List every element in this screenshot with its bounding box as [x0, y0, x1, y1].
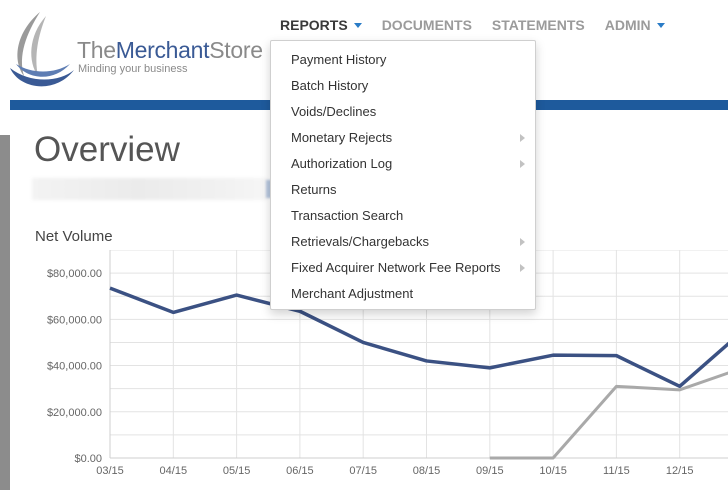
y-tick-label: $60,000.00 [47, 314, 102, 326]
menu-item-retrievals-chargebacks[interactable]: Retrievals/Chargebacks [271, 229, 535, 255]
swoosh-logo-icon[interactable] [8, 10, 76, 92]
x-tick-label: 08/15 [413, 465, 441, 477]
blurred-redacted-text [32, 178, 268, 200]
menu-item-merchant-adjustment[interactable]: Merchant Adjustment [271, 281, 535, 307]
left-edge-strip [0, 135, 10, 490]
menu-item-label: Payment History [291, 52, 387, 67]
nav-admin-label: ADMIN [604, 17, 651, 33]
menu-item-payment-history[interactable]: Payment History [271, 47, 535, 73]
brand-name[interactable]: TheMerchantStore [77, 37, 263, 64]
logo-gray-swoosh-2 [31, 16, 46, 76]
x-tick-label: 11/15 [603, 465, 630, 477]
y-tick-label: $20,000.00 [47, 407, 102, 419]
brand-name-strong: Merchant [115, 37, 210, 63]
reports-dropdown-menu: Payment History Batch History Voids/Decl… [270, 40, 536, 310]
submenu-arrow-icon [520, 134, 525, 142]
menu-item-label: Transaction Search [291, 208, 404, 223]
x-tick-label: 04/15 [160, 465, 188, 477]
menu-item-label: Batch History [291, 78, 369, 93]
menu-item-label: Authorization Log [291, 156, 393, 171]
menu-item-label: Voids/Declines [291, 104, 377, 119]
menu-item-label: Merchant Adjustment [291, 286, 414, 301]
nav-statements[interactable]: STATEMENTS [482, 0, 595, 50]
nav-documents[interactable]: DOCUMENTS [372, 0, 482, 50]
menu-item-monetary-rejects[interactable]: Monetary Rejects [271, 125, 535, 151]
logo-gray-swoosh [17, 12, 40, 76]
series-line-1 [489, 371, 728, 460]
nav-reports-label: REPORTS [280, 17, 348, 33]
brand-name-tail: Store [209, 37, 263, 63]
net-volume-title: Net Volume [35, 228, 113, 245]
submenu-arrow-icon [520, 160, 525, 168]
net-volume-chart: $0.00 $20,000.00 $40,000.00 $60,000.00 $80,0… [47, 250, 728, 477]
y-tick-label: $40,000.00 [47, 361, 102, 373]
nav-admin[interactable]: ADMIN [595, 0, 675, 50]
x-tick-label: 10/15 [539, 465, 567, 477]
reports-caret-down-icon [353, 23, 362, 28]
menu-item-batch-history[interactable]: Batch History [271, 73, 535, 99]
x-tick-label: 09/15 [476, 465, 504, 477]
x-tick-label: 07/15 [349, 465, 377, 477]
x-tick-label: 05/15 [223, 465, 251, 477]
top-nav: REPORTS DOCUMENTS STATEMENTS ADMIN [270, 0, 675, 50]
nav-statements-label: STATEMENTS [491, 17, 585, 33]
menu-item-label: Returns [291, 182, 337, 197]
series-line-0 [109, 286, 728, 389]
y-tick-label: $0.00 [74, 453, 102, 465]
submenu-arrow-icon [520, 264, 525, 272]
nav-reports[interactable]: REPORTS [270, 0, 372, 50]
menu-item-label: Monetary Rejects [291, 130, 393, 145]
blurred-redacted-link [266, 180, 272, 198]
submenu-arrow-icon [520, 238, 525, 246]
brand-name-light: The [77, 37, 116, 63]
x-tick-label: 03/15 [96, 465, 124, 477]
menu-item-voids-declines[interactable]: Voids/Declines [271, 99, 535, 125]
admin-caret-down-icon [656, 23, 665, 28]
x-tick-label: 12/15 [666, 465, 694, 477]
menu-item-transaction-search[interactable]: Transaction Search [271, 203, 535, 229]
nav-documents-label: DOCUMENTS [381, 17, 472, 33]
menu-item-returns[interactable]: Returns [271, 177, 535, 203]
logo-blue-swoosh-2 [16, 64, 70, 77]
brand-tagline: Minding your business [78, 63, 188, 75]
y-tick-label: $80,000.00 [47, 268, 102, 280]
menu-item-label: Retrievals/Chargebacks [291, 234, 430, 249]
menu-item-authorization-log[interactable]: Authorization Log [271, 151, 535, 177]
menu-item-fixed-acquirer-network-fee-reports[interactable]: Fixed Acquirer Network Fee Reports [271, 255, 535, 281]
menu-item-label: Fixed Acquirer Network Fee Reports [291, 260, 501, 275]
x-tick-label: 06/15 [286, 465, 314, 477]
page-title: Overview [34, 130, 180, 169]
logo-blue-swoosh [10, 68, 74, 87]
